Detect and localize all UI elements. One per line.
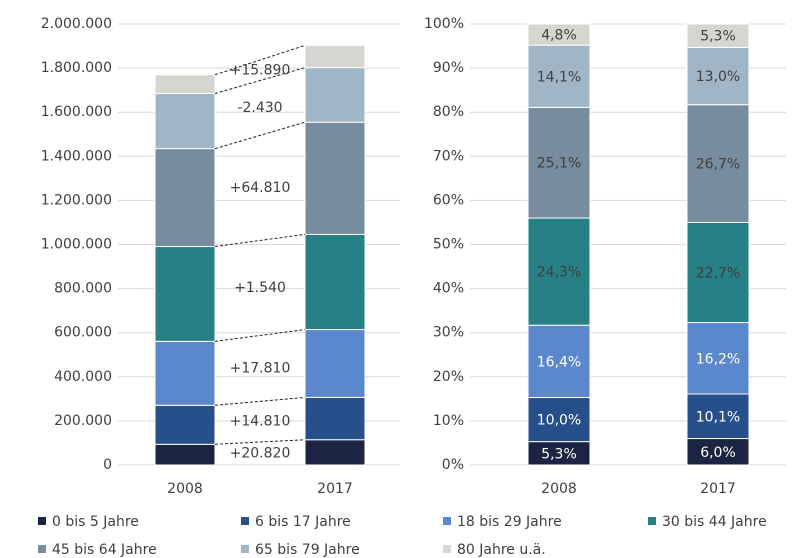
bar-segment bbox=[527, 217, 591, 326]
legend-label: 45 bis 64 Jahre bbox=[52, 542, 157, 558]
legend-label: 18 bis 29 Jahre bbox=[457, 514, 562, 530]
y-tick-label: 1.000.000 bbox=[41, 237, 112, 253]
value-label: 24,3% bbox=[537, 265, 581, 281]
legend-swatch bbox=[38, 517, 46, 525]
y-tick-label: 70% bbox=[433, 148, 464, 164]
y-tick-label: 80% bbox=[433, 104, 464, 120]
legend-swatch bbox=[38, 545, 46, 553]
bar-segment bbox=[304, 44, 366, 69]
bar-segment bbox=[686, 46, 750, 106]
connector-line bbox=[214, 439, 306, 445]
bar-segment bbox=[527, 397, 591, 443]
legend-swatch bbox=[443, 517, 451, 525]
y-tick-label: 90% bbox=[433, 60, 464, 76]
connector-line bbox=[214, 233, 306, 248]
bar-segment bbox=[154, 443, 216, 466]
y-tick-label: 30% bbox=[433, 325, 464, 341]
bar-segment bbox=[686, 221, 750, 324]
connector-line bbox=[214, 121, 306, 150]
bar-segment bbox=[527, 324, 591, 399]
bar-segment bbox=[154, 404, 216, 445]
x-tick-label: 2008 bbox=[167, 481, 203, 497]
annotation: +1.540 bbox=[234, 280, 286, 296]
bar-segment bbox=[686, 23, 750, 48]
value-label: 16,4% bbox=[537, 354, 581, 370]
x-tick-label: 2017 bbox=[700, 481, 736, 497]
value-label: 10,0% bbox=[537, 413, 581, 429]
annotation: +20.820 bbox=[230, 446, 291, 462]
value-label: 25,1% bbox=[537, 156, 581, 172]
connector-line bbox=[214, 329, 306, 342]
bar-segment bbox=[154, 246, 216, 342]
y-tick-label: 60% bbox=[433, 192, 464, 208]
y-tick-label: 50% bbox=[433, 237, 464, 253]
bar-segment bbox=[154, 93, 216, 150]
y-tick-label: 0 bbox=[103, 457, 112, 473]
connector-line bbox=[214, 396, 306, 406]
value-label: 6,0% bbox=[700, 445, 736, 461]
annotation: -2.430 bbox=[237, 100, 282, 116]
y-tick-label: 1.800.000 bbox=[41, 60, 112, 76]
bar-segment bbox=[304, 121, 366, 235]
legend-swatch bbox=[443, 545, 451, 553]
bar-segment bbox=[686, 104, 750, 223]
legend-label: 6 bis 17 Jahre bbox=[255, 514, 351, 530]
y-tick-label: 40% bbox=[433, 281, 464, 297]
legend-label: 30 bis 44 Jahre bbox=[662, 514, 767, 530]
bar-segment bbox=[154, 74, 216, 95]
legend-label: 0 bis 5 Jahre bbox=[52, 514, 139, 530]
bar-segment bbox=[304, 396, 366, 441]
connector-line bbox=[214, 67, 306, 94]
bar-segment bbox=[304, 329, 366, 398]
value-label: 16,2% bbox=[696, 351, 740, 367]
value-label: 22,7% bbox=[696, 266, 740, 282]
bar-segment bbox=[686, 438, 750, 466]
y-tick-label: 2.000.000 bbox=[41, 16, 112, 32]
legend-swatch bbox=[241, 517, 249, 525]
y-tick-label: 800.000 bbox=[54, 281, 112, 297]
y-tick-label: 0% bbox=[442, 457, 464, 473]
connector-line bbox=[214, 44, 306, 76]
annotation: +64.810 bbox=[230, 180, 291, 196]
bar-segment bbox=[154, 340, 216, 406]
y-tick-label: 20% bbox=[433, 369, 464, 385]
legend-label: 65 bis 79 Jahre bbox=[255, 542, 360, 558]
y-tick-label: 10% bbox=[433, 413, 464, 429]
y-tick-label: 600.000 bbox=[54, 325, 112, 341]
value-label: 26,7% bbox=[696, 157, 740, 173]
bar-segment bbox=[527, 44, 591, 108]
annotation: +17.810 bbox=[230, 360, 291, 376]
value-label: 10,1% bbox=[696, 409, 740, 425]
bar-segment bbox=[304, 67, 366, 123]
legend-swatch bbox=[648, 517, 656, 525]
annotation: +15.890 bbox=[230, 62, 291, 78]
bar-segment bbox=[527, 23, 591, 46]
bar-segment bbox=[527, 106, 591, 219]
bar-segment bbox=[686, 322, 750, 395]
value-label: 13,0% bbox=[696, 69, 740, 85]
bar-segment bbox=[304, 439, 366, 466]
value-label: 14,1% bbox=[537, 69, 581, 85]
y-tick-label: 1.400.000 bbox=[41, 148, 112, 164]
y-tick-label: 100% bbox=[424, 16, 464, 32]
legend-swatch bbox=[241, 545, 249, 553]
value-label: 4,8% bbox=[541, 28, 577, 44]
x-tick-label: 2017 bbox=[317, 481, 353, 497]
value-label: 5,3% bbox=[541, 446, 577, 462]
x-tick-label: 2008 bbox=[541, 481, 577, 497]
bar-segment bbox=[154, 148, 216, 248]
bar-segment bbox=[304, 233, 366, 331]
y-tick-label: 1.200.000 bbox=[41, 192, 112, 208]
y-tick-label: 200.000 bbox=[54, 413, 112, 429]
annotation: +14.810 bbox=[230, 414, 291, 430]
y-tick-label: 1.600.000 bbox=[41, 104, 112, 120]
y-tick-label: 400.000 bbox=[54, 369, 112, 385]
legend-label: 80 Jahre u.ä. bbox=[457, 542, 546, 558]
value-label: 5,3% bbox=[700, 29, 736, 45]
